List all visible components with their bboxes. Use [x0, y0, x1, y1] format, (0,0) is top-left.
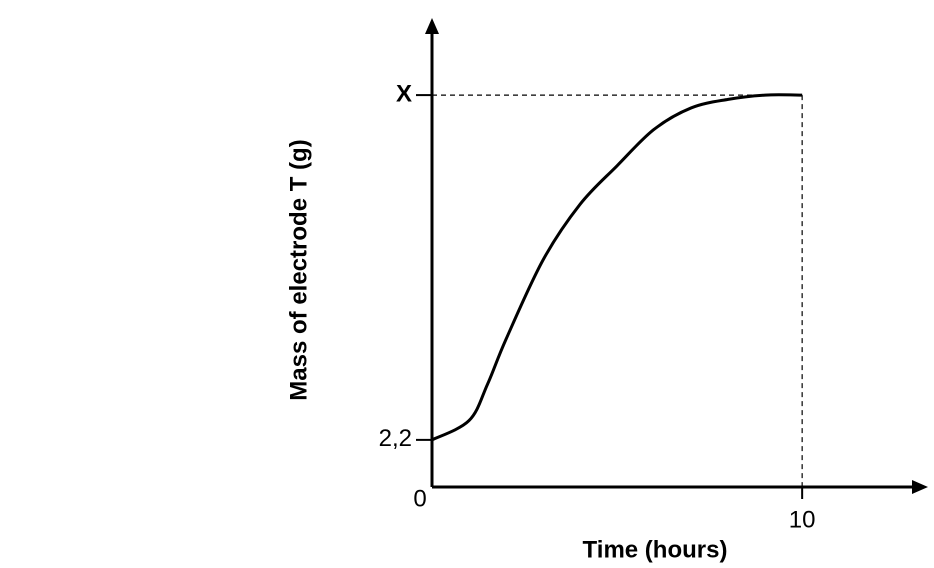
y-tick-label: X [396, 80, 412, 107]
y-axis-arrow [425, 18, 439, 34]
y-axis-label: Mass of electrode T (g) [285, 139, 312, 400]
x-axis-label: Time (hours) [583, 536, 728, 563]
y-tick-label: 2,2 [379, 425, 412, 452]
x-axis-arrow [912, 480, 928, 494]
x-tick-label: 0 [413, 485, 426, 512]
curve [431, 93, 803, 442]
x-tick-label: 10 [789, 506, 816, 533]
